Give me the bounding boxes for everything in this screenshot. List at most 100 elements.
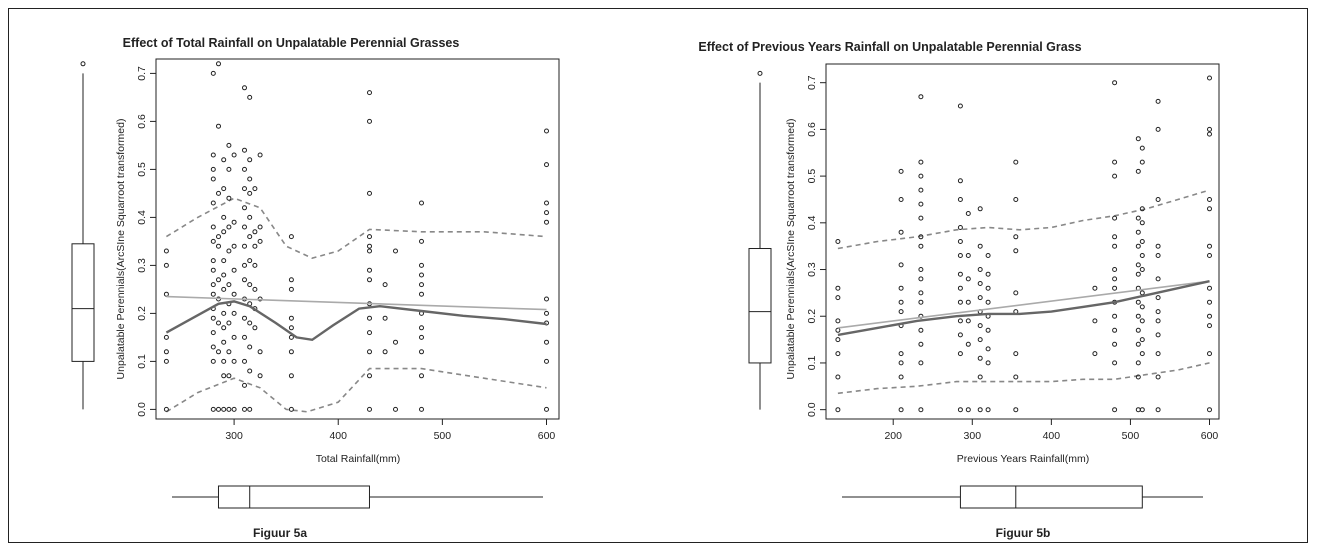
data-point: [1135, 136, 1141, 142]
data-point: [393, 406, 398, 412]
plot-border: [155, 58, 560, 420]
data-point: [1207, 75, 1212, 81]
data-point: [288, 277, 294, 283]
data-point: [221, 406, 227, 412]
figure-caption: Figuur 5a: [253, 526, 307, 540]
data-point: [985, 360, 991, 366]
data-point: [210, 224, 216, 230]
data-point: [918, 360, 924, 366]
data-point: [898, 360, 904, 366]
data-point: [1112, 327, 1118, 333]
figure-frame: Effect of Total Rainfall on Unpalatable …: [8, 8, 1308, 543]
chart-5a: Effect of Total Rainfall on Unpalatable …: [71, 36, 560, 540]
data-point: [252, 262, 258, 268]
data-point: [367, 277, 372, 283]
y-tick-label: 0.6: [806, 122, 818, 137]
data-point: [242, 205, 247, 211]
data-point: [288, 373, 294, 379]
data-point: [918, 159, 924, 165]
data-point: [242, 147, 247, 153]
data-point: [898, 197, 904, 202]
y-axis-label: Unpalatable Perennials(ArcSIne Squarroot…: [115, 119, 127, 380]
data-point: [226, 406, 232, 412]
data-point: [918, 267, 924, 272]
data-point: [1207, 299, 1212, 305]
data-point: [419, 325, 424, 331]
data-point: [242, 186, 247, 192]
data-point: [957, 271, 963, 277]
data-point: [247, 406, 253, 412]
data-point: [221, 373, 227, 379]
data-point: [242, 262, 247, 268]
chart-title: Effect of Total Rainfall on Unpalatable …: [123, 36, 460, 50]
data-point: [1207, 253, 1212, 258]
data-point: [226, 224, 232, 230]
data-point: [216, 234, 221, 240]
data-point: [1139, 407, 1145, 413]
data-point: [367, 190, 372, 196]
y-tick-label: 0.5: [806, 169, 818, 184]
data-point: [163, 358, 169, 364]
data-point: [288, 349, 294, 355]
data-point: [1139, 220, 1145, 226]
data-point: [288, 234, 294, 240]
data-point: [242, 334, 247, 340]
data-point: [242, 406, 247, 412]
data-point: [1013, 374, 1019, 380]
data-point: [226, 282, 232, 288]
data-point: [231, 358, 237, 364]
linear-fit-line: [166, 295, 547, 311]
data-point: [226, 248, 232, 254]
data-point: [1155, 253, 1161, 258]
plot-area: 200 300 400 500 600 0.0 0.1 0.2 0.3 0.4 0.5 0.6 0.7: [748, 63, 1220, 509]
x-tick-label: 200: [884, 430, 902, 442]
data-point: [1013, 290, 1019, 296]
data-point: [957, 253, 963, 258]
data-point: [226, 195, 232, 201]
data-point: [210, 70, 216, 76]
data-point: [1112, 243, 1118, 249]
data-point: [367, 373, 372, 379]
chart-5b: Effect of Previous Years Rainfall on Unp…: [698, 40, 1220, 540]
data-point: [918, 243, 924, 249]
data-point: [288, 315, 294, 321]
data-point: [247, 234, 253, 240]
data-point: [247, 282, 253, 288]
data-point: [382, 349, 388, 355]
y-tick-label: 0.1: [806, 355, 818, 370]
data-point: [965, 318, 971, 324]
plot-area: 300 400 500 600 0.0 0.1 0.2 0.3 0.4 0.5 0.6 0.7: [71, 58, 560, 509]
x-tick-label: 600: [1201, 430, 1219, 442]
y-tick-label: 0.7: [806, 75, 818, 90]
data-point: [163, 406, 169, 412]
data-point: [419, 349, 424, 355]
data-point: [1207, 323, 1212, 329]
data-point: [252, 286, 258, 292]
y-tick-label: 0.7: [136, 66, 148, 81]
data-point: [216, 277, 221, 283]
x-tick-label: 300: [225, 430, 243, 442]
data-point: [257, 349, 263, 355]
data-point: [221, 272, 227, 278]
data-point: [1112, 285, 1118, 291]
data-point: [965, 341, 971, 347]
data-point: [1112, 215, 1118, 221]
x-tick-label: 400: [1043, 430, 1061, 442]
data-point: [977, 337, 983, 343]
data-point: [247, 258, 253, 264]
data-point: [257, 238, 263, 244]
data-point: [1135, 360, 1141, 366]
smooth-fit-line: [837, 280, 1210, 337]
data-point: [898, 285, 904, 291]
data-point: [977, 206, 983, 212]
data-point: [367, 315, 372, 321]
data-point: [1135, 299, 1141, 305]
data-point: [210, 291, 216, 297]
data-point: [1013, 407, 1019, 413]
data-point: [1139, 290, 1145, 296]
y-tick-label: 0.2: [806, 309, 818, 324]
data-point: [288, 334, 294, 340]
band-upper: [837, 189, 1210, 250]
data-point: [1207, 206, 1212, 212]
data-point: [957, 285, 963, 291]
